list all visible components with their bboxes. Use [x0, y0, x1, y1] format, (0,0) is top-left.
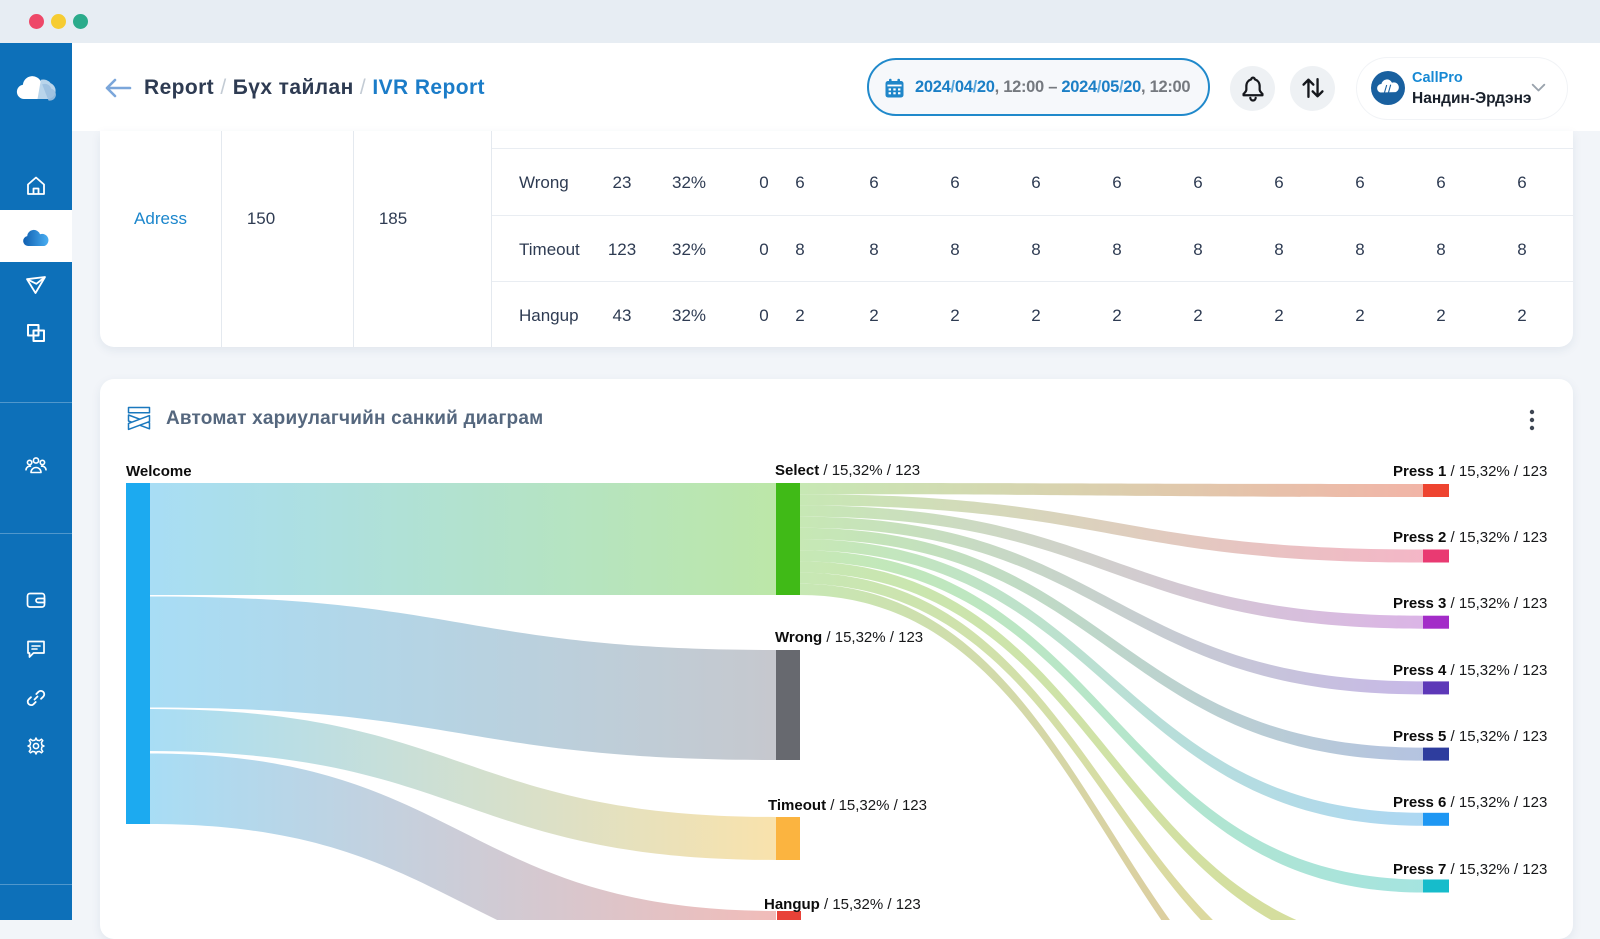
svg-text:Welcome: Welcome — [126, 463, 192, 480]
svg-text:Select / 15,32% / 123: Select / 15,32% / 123 — [775, 462, 920, 479]
svg-text:Press 2 / 15,32% / 123: Press 2 / 15,32% / 123 — [1393, 529, 1547, 546]
svg-text:Press 6 / 15,32% / 123: Press 6 / 15,32% / 123 — [1393, 794, 1547, 811]
svg-text:Wrong / 15,32% / 123: Wrong / 15,32% / 123 — [775, 629, 923, 646]
svg-text:Hangup / 15,32% / 123: Hangup / 15,32% / 123 — [764, 896, 921, 913]
svg-text:Press 1 / 15,32% / 123: Press 1 / 15,32% / 123 — [1393, 463, 1547, 480]
svg-text:Press 5 / 15,32% / 123: Press 5 / 15,32% / 123 — [1393, 728, 1547, 745]
svg-text:Timeout / 15,32% / 123: Timeout / 15,32% / 123 — [768, 797, 927, 814]
svg-text:Press 7 / 15,32% / 123: Press 7 / 15,32% / 123 — [1393, 861, 1547, 878]
svg-text:Press 4 / 15,32% / 123: Press 4 / 15,32% / 123 — [1393, 662, 1547, 679]
svg-text:Press 3 / 15,32% / 123: Press 3 / 15,32% / 123 — [1393, 595, 1547, 612]
